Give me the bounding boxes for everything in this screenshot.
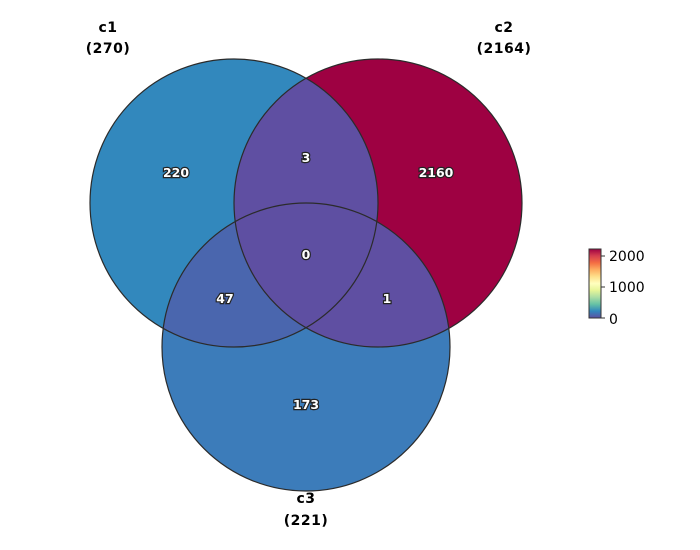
set-label-c3-size: (221)	[284, 513, 329, 529]
colorbar: 2000 1000 0	[588, 248, 645, 328]
circle-c2-outline	[233, 58, 523, 348]
count-c2-only: 2160	[419, 165, 454, 180]
count-c1-c2: 3	[302, 150, 311, 165]
colorbar-tick-label-2000: 2000	[609, 249, 645, 265]
count-c1-c2-c3: 0	[302, 247, 311, 262]
circle-c3-outline	[161, 202, 451, 492]
set-label-c2-name: c2	[494, 20, 513, 36]
colorbar-tick-label-0: 0	[609, 312, 618, 328]
count-c1-only: 220	[163, 165, 189, 180]
set-label-c3-name: c3	[296, 491, 315, 507]
colorbar-gradient	[588, 248, 602, 319]
set-label-c2-size: (2164)	[477, 41, 532, 57]
count-c3-only: 173	[293, 397, 319, 412]
circle-c1-outline	[89, 58, 379, 348]
count-c2-c3: 1	[383, 291, 392, 306]
count-c1-c3: 47	[216, 291, 233, 306]
set-label-c1-name: c1	[98, 20, 117, 36]
set-label-c1-size: (270)	[86, 41, 131, 57]
colorbar-tick-label-1000: 1000	[609, 280, 645, 296]
